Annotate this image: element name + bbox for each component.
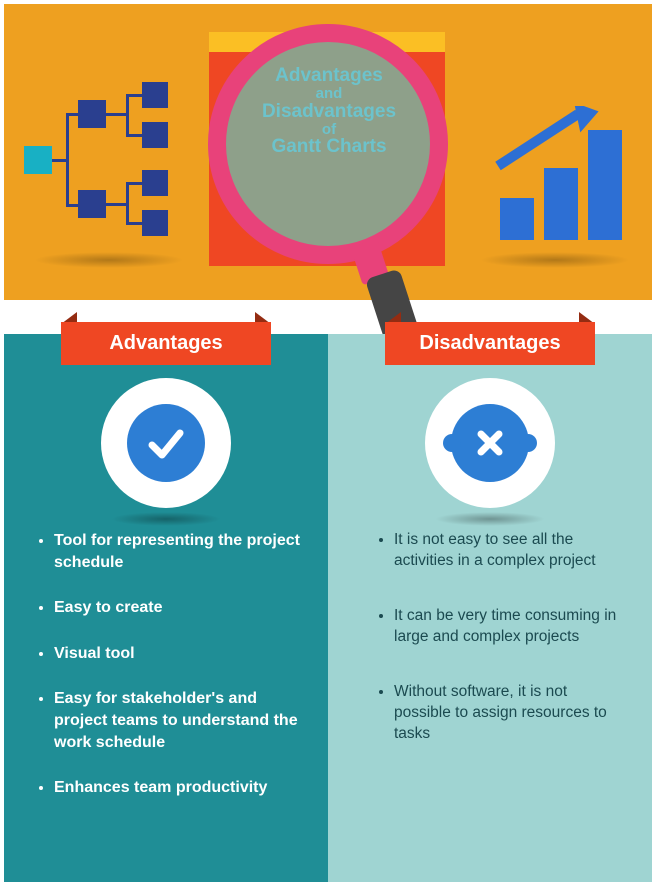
list-item: Easy for stakeholder's and project teams…	[54, 688, 300, 753]
list-item: Easy to create	[54, 597, 300, 619]
advantages-column: Advantages Tool for representing the pro…	[4, 334, 328, 882]
shadow	[480, 252, 630, 268]
list-item: Tool for representing the project schedu…	[54, 530, 300, 573]
list-item: Enhances team productivity	[54, 777, 300, 799]
list-item: It can be very time consuming in large a…	[394, 606, 624, 648]
advantages-tab-label: Advantages	[61, 322, 271, 365]
list-item: Visual tool	[54, 643, 300, 665]
cross-badge	[425, 378, 555, 508]
check-icon	[127, 404, 205, 482]
magnifier-ring-icon	[208, 24, 448, 264]
disadvantages-list: It is not easy to see all the activities…	[360, 530, 624, 744]
disadvantages-tab-label: Disadvantages	[385, 322, 595, 365]
list-item: It is not easy to see all the activities…	[394, 530, 624, 572]
disadvantages-tab: Disadvantages	[385, 312, 595, 365]
list-item: Without software, it is not possible to …	[394, 682, 624, 745]
header-banner: Advantages and Disadvantages of Gantt Ch…	[4, 4, 652, 300]
infographic-page: Advantages and Disadvantages of Gantt Ch…	[0, 0, 656, 886]
bar-chart-icon	[492, 110, 632, 240]
advantages-list: Tool for representing the project schedu…	[36, 530, 300, 799]
shadow	[111, 512, 221, 526]
advantages-tab: Advantages	[61, 312, 271, 365]
shadow	[34, 252, 184, 268]
disadvantages-column: Disadvantages It is not easy to see all …	[328, 334, 652, 882]
cross-icon	[451, 404, 529, 482]
trend-arrow-icon	[492, 106, 600, 176]
shadow	[435, 512, 545, 526]
columns-container: Advantages Tool for representing the pro…	[4, 334, 652, 882]
check-badge	[101, 378, 231, 508]
tree-diagram-icon	[22, 82, 202, 246]
